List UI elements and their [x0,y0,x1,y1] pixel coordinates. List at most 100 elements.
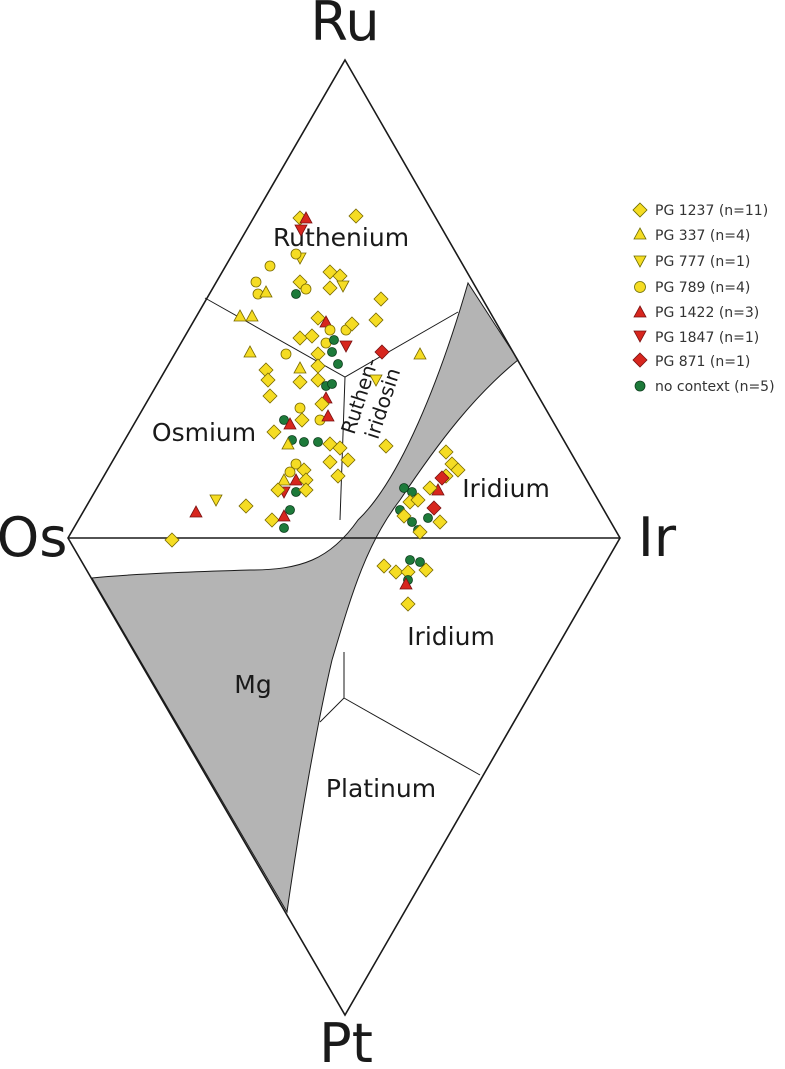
sample-marker-triangle-up-red [277,509,291,522]
sample-marker-circle-yellow [290,458,302,470]
legend-marker-diamond-red [632,352,648,368]
diamond-outline [67,58,621,1017]
sample-marker-diamond-yellow [450,462,466,478]
sample-marker-circle-yellow [250,276,262,288]
data-markers [164,208,466,612]
sample-marker-circle-green [423,513,433,523]
sample-marker-circle-yellow [324,324,336,336]
sample-marker-diamond-yellow [422,480,438,496]
sample-marker-triangle-up-yellow [243,345,257,358]
legend-marker-triangle-down-red [633,330,647,343]
sample-marker-diamond-yellow [396,508,412,524]
legend-item-pg871: PG 871 (n=1) [632,352,750,370]
sample-marker-triangle-down-yellow [369,374,383,387]
legend-label-pg337: PG 337 (n=4) [655,228,750,244]
miscibility-gap-area [91,281,519,914]
region-label-iridium-upper: Iridium [462,474,550,503]
legend-label-no-context: no context (n=5) [655,379,775,395]
sample-marker-diamond-yellow [376,558,392,574]
sample-marker-triangle-up-red [189,505,203,518]
sample-marker-triangle-down-yellow [209,494,223,507]
legend-item-pg1847: PG 1847 (n=1) [633,330,759,346]
sample-marker-triangle-up-yellow [413,347,427,360]
sample-marker-diamond-yellow [412,524,428,540]
sample-marker-triangle-up-red [283,417,297,430]
sample-marker-circle-yellow [290,248,302,260]
sample-marker-diamond-yellow [310,358,326,374]
vertex-label-ir: Ir [638,506,677,569]
sample-marker-circle-green [333,359,343,369]
sample-marker-circle-green [327,347,337,357]
sample-marker-circle-green [291,289,301,299]
legend-label-pg1422: PG 1422 (n=3) [655,305,759,321]
sample-marker-circle-yellow [280,348,292,360]
sample-marker-diamond-yellow [294,412,310,428]
sample-marker-circle-yellow [294,402,306,414]
sample-marker-triangle-down-yellow [336,280,350,293]
sample-marker-triangle-up-yellow [281,437,295,450]
legend-marker-circle-green [634,380,646,392]
legend-item-pg789: PG 789 (n=4) [634,280,750,296]
legend-marker-triangle-down-yellow [633,255,647,268]
sample-marker-triangle-down-red [339,340,353,353]
legend-item-pg1422: PG 1422 (n=3) [633,305,759,321]
sample-marker-circle-green [285,505,295,515]
legend: PG 1237 (n=11) PG 337 (n=4) PG 777 (n=1)… [632,202,775,395]
region-label-ruthenium: Ruthenium [273,223,409,252]
sample-marker-diamond-yellow [262,388,278,404]
sample-marker-diamond-yellow [438,444,454,460]
sample-marker-triangle-up-red [299,211,313,224]
sample-marker-triangle-up-yellow [245,309,259,322]
legend-marker-triangle-up-yellow [633,227,647,240]
legend-marker-diamond-yellow [632,202,648,218]
legend-label-pg777: PG 777 (n=1) [655,254,750,270]
legend-label-pg871: PG 871 (n=1) [655,354,750,370]
region-label-iridium-lower: Iridium [407,622,495,651]
vertex-label-pt: Pt [319,1012,373,1069]
sample-marker-circle-green [407,517,417,527]
region-label-osmium: Osmium [152,418,256,447]
sample-marker-triangle-down-red [294,224,308,237]
sample-marker-diamond-yellow [238,498,254,514]
vertex-label-ru: Ru [310,0,379,53]
sample-marker-diamond-yellow [373,291,389,307]
sample-marker-diamond-yellow [348,208,364,224]
sample-marker-diamond-yellow [314,396,330,412]
sample-marker-diamond-red [434,470,450,486]
legend-item-pg777: PG 777 (n=1) [633,254,750,270]
sample-marker-triangle-up-red [399,577,413,590]
sample-marker-diamond-yellow [270,482,286,498]
sample-marker-diamond-yellow [266,424,282,440]
sample-marker-diamond-yellow [322,280,338,296]
sample-marker-circle-green [299,437,309,447]
sample-marker-triangle-up-yellow [277,473,291,486]
sample-marker-diamond-yellow [368,312,384,328]
sample-marker-circle-yellow [264,260,276,272]
sample-marker-circle-green [415,557,425,567]
sample-marker-diamond-yellow [310,372,326,388]
sample-marker-triangle-up-yellow [259,285,273,298]
legend-label-pg1237: PG 1237 (n=11) [655,203,768,219]
region-label-mg: Mg [234,670,271,699]
sample-marker-diamond-yellow [400,596,416,612]
sample-marker-diamond-yellow [292,374,308,390]
sample-marker-triangle-up-yellow [233,309,247,322]
sample-marker-diamond-yellow [298,482,314,498]
sample-marker-diamond-red [374,344,390,360]
sample-marker-diamond-yellow [164,532,180,548]
legend-marker-triangle-up-red [633,305,647,318]
sample-marker-circle-green [291,487,301,497]
sample-marker-diamond-yellow [330,468,346,484]
legend-item-pg337: PG 337 (n=4) [633,227,750,244]
sample-marker-diamond-yellow [344,316,360,332]
sample-marker-diamond-yellow [340,452,356,468]
sample-marker-diamond-yellow [378,438,394,454]
sample-marker-diamond-red [426,500,442,516]
sample-marker-triangle-up-yellow [293,361,307,374]
legend-item-no-context: no context (n=5) [634,379,775,395]
sample-marker-diamond-yellow [418,562,434,578]
sample-marker-circle-green [279,523,289,533]
legend-label-pg1847: PG 1847 (n=1) [655,330,759,346]
legend-marker-circle-yellow [634,281,646,293]
sample-marker-circle-green [399,483,409,493]
